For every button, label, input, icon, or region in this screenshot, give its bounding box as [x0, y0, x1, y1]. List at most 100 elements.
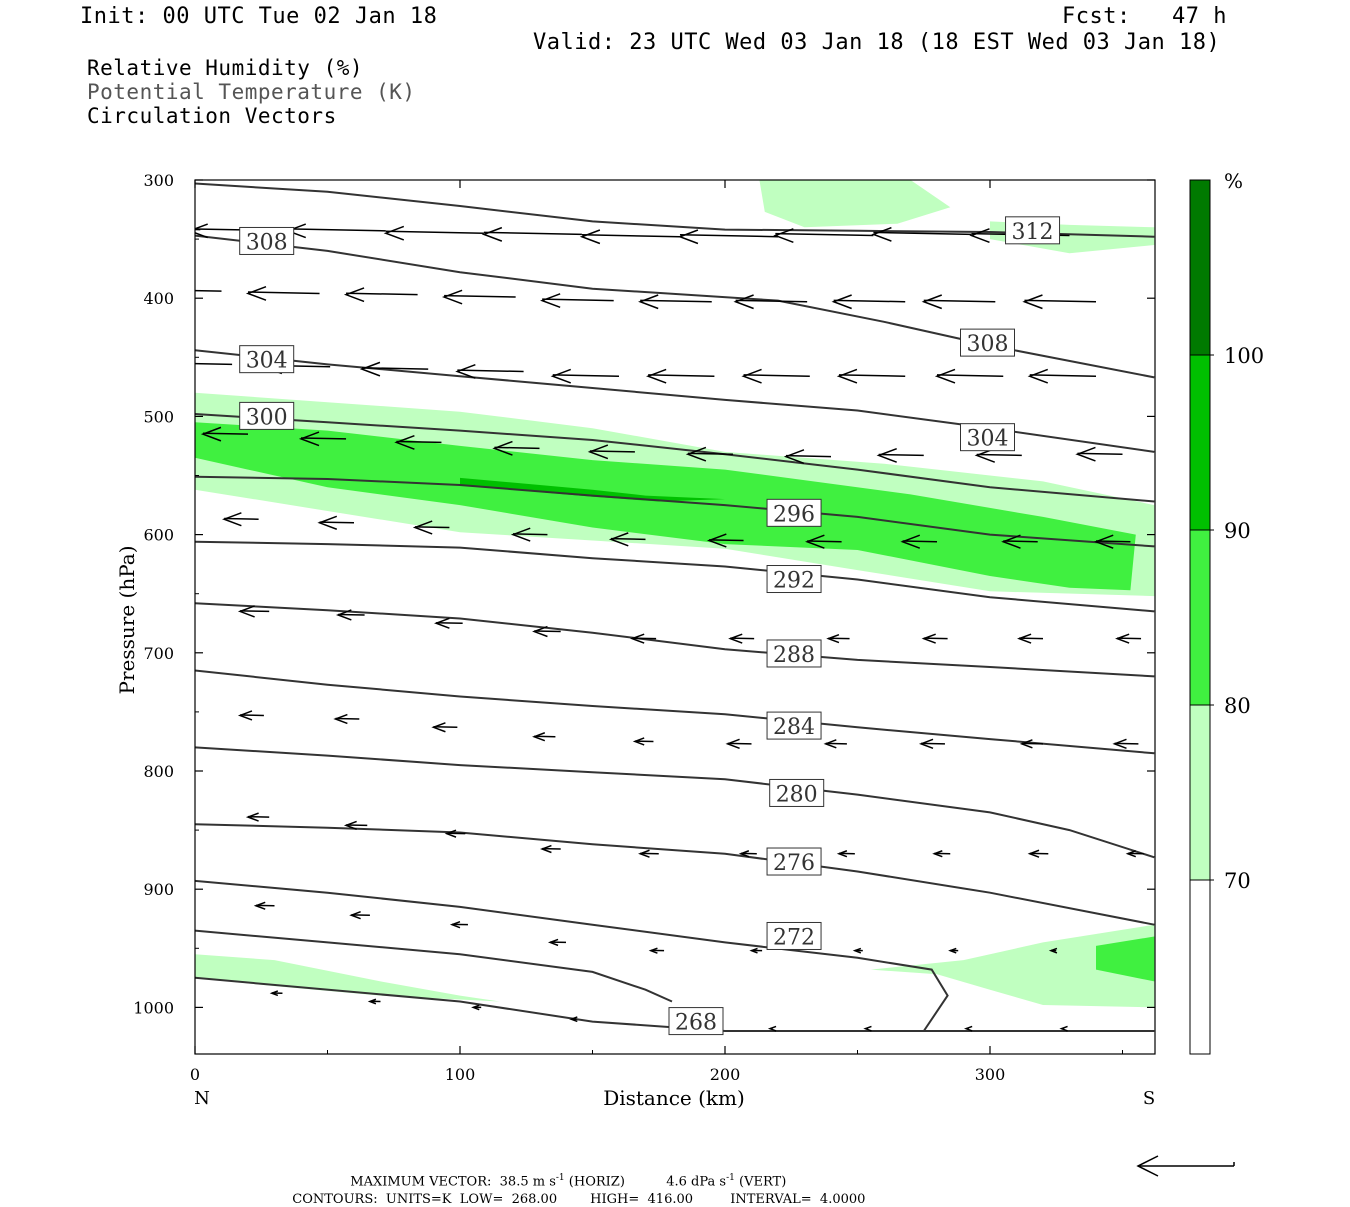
y-tick-label: 300 [143, 171, 174, 190]
svg-text:268: 268 [675, 1011, 717, 1036]
vector-arrow [1019, 634, 1043, 643]
vector-arrow [648, 369, 714, 383]
vector-arrow [582, 230, 680, 244]
y-axis-title: Pressure (hPa) [115, 546, 139, 695]
vector-arrow [635, 738, 654, 745]
vector-arrow [166, 358, 232, 372]
vector-arrow [1030, 850, 1049, 857]
contour-label-300: 300 [240, 402, 294, 430]
south-label: S [1143, 1088, 1155, 1109]
vector-arrow [1022, 740, 1043, 748]
theta-contour-284 [195, 671, 1154, 754]
vector-arrow [542, 294, 614, 308]
contour-info-line: CONTOURS: UNITS=K LOW= 268.00 HIGH= 416.… [284, 1177, 865, 1207]
x-tick-label: 300 [975, 1065, 1006, 1084]
rh-region-70-0 [759, 180, 950, 227]
vector-arrow [937, 369, 1003, 383]
vector-arrow [1115, 739, 1139, 748]
vector-arrow [728, 739, 752, 748]
vector-arrow [839, 851, 855, 857]
vector-arrow [924, 634, 948, 643]
contour-label-272: 272 [767, 922, 821, 950]
contour-label-268: 268 [669, 1008, 723, 1036]
contour-label-308: 308 [240, 227, 294, 255]
x-tick-label: 200 [710, 1065, 741, 1084]
y-tick-label: 800 [143, 762, 174, 781]
vector-arrow [224, 513, 258, 526]
y-tick-label: 600 [143, 526, 174, 545]
svg-text:292: 292 [773, 569, 815, 594]
vector-arrow [386, 226, 484, 240]
colorbar-segment [1190, 880, 1210, 1054]
reference-vector-arrow [1130, 1150, 1240, 1180]
vector-arrow [351, 912, 370, 919]
vector-arrow [256, 902, 275, 909]
vector-arrow [640, 850, 659, 857]
theta-contour-276 [195, 824, 1154, 925]
vector-arrow [873, 228, 971, 242]
svg-text:276: 276 [773, 851, 815, 876]
vector-arrow [651, 948, 664, 953]
vector-arrow [1117, 634, 1141, 643]
vector-arrow [826, 740, 847, 748]
vector-arrow [924, 295, 996, 309]
vector-arrow [550, 939, 566, 945]
vector-arrow [484, 228, 582, 242]
colorbar-label: 80 [1224, 694, 1251, 718]
svg-text:300: 300 [246, 405, 288, 430]
vector-arrow [632, 634, 656, 643]
x-axis-title: Distance (km) [603, 1086, 745, 1110]
vector-arrow [1024, 295, 1096, 309]
vector-arrow [473, 1005, 481, 1010]
vector-arrow [288, 224, 386, 238]
contour-label-284: 284 [767, 712, 821, 740]
colorbar-segment [1190, 180, 1210, 355]
svg-text:288: 288 [773, 643, 815, 668]
y-tick-label: 700 [143, 644, 174, 663]
vector-arrow [346, 288, 418, 302]
colorbar-label: 70 [1224, 869, 1251, 893]
colorbar-label: 100 [1224, 344, 1264, 368]
vector-arrow [730, 634, 754, 643]
vector-arrow [680, 230, 778, 244]
vector-arrow [436, 618, 463, 628]
vector-arrow [640, 295, 712, 309]
vector-arrow [102, 223, 200, 237]
theta-contours [195, 184, 1154, 1032]
svg-text:304: 304 [246, 349, 288, 374]
svg-text:272: 272 [773, 925, 815, 950]
contour-label-304: 304 [961, 424, 1015, 452]
vector-arrow [434, 723, 458, 732]
vector-arrow [839, 369, 905, 383]
y-tick-label: 1000 [133, 998, 174, 1017]
x-tick-label: 0 [190, 1065, 200, 1084]
vector-arrow [534, 733, 555, 741]
vector-arrow [370, 999, 381, 1004]
colorbar-segment [1190, 355, 1210, 530]
svg-text:308: 308 [246, 230, 288, 255]
vector-arrow [934, 851, 950, 857]
colorbar-label: 90 [1224, 519, 1251, 543]
svg-text:296: 296 [773, 502, 815, 527]
svg-text:280: 280 [776, 782, 818, 807]
y-tick-label: 900 [143, 880, 174, 899]
rh-region-70-5 [195, 954, 500, 1001]
vector-arrow [744, 369, 810, 383]
vector-arrow [950, 948, 958, 953]
y-tick-label: 400 [143, 289, 174, 308]
vector-arrow [452, 922, 468, 928]
vector-arrow [752, 948, 763, 953]
contour-label-296: 296 [767, 499, 821, 527]
vector-arrow [855, 948, 863, 953]
vector-arrow [834, 295, 906, 309]
vector-arrow [1077, 447, 1122, 461]
vector-arrow [921, 739, 945, 748]
vector-arrow [542, 846, 561, 853]
svg-text:308: 308 [967, 332, 1009, 357]
plot-frame [195, 180, 1155, 1054]
contour-label-280: 280 [770, 779, 824, 807]
svg-text:312: 312 [1012, 220, 1054, 245]
svg-text:284: 284 [773, 715, 815, 740]
